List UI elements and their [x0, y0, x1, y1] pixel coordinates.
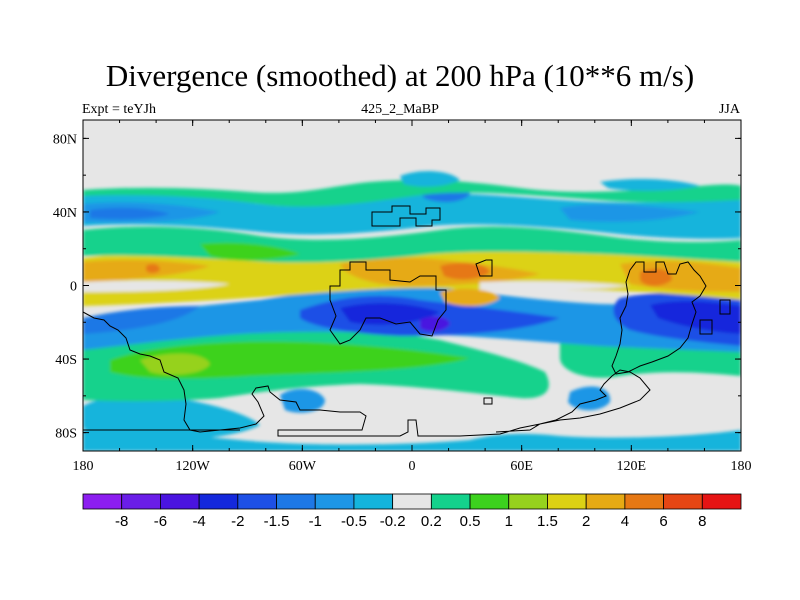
colorbar-label: -4 — [192, 513, 205, 530]
northern-green-upper — [83, 180, 741, 207]
northern-subtropical-lime — [200, 242, 300, 261]
south-atlantic-blue-blob — [280, 388, 325, 413]
coastlines — [83, 205, 731, 437]
contour-field — [83, 120, 741, 451]
run-id-label: 425_2_MaBP — [361, 102, 439, 117]
southern-highlat-blue-patch — [83, 395, 260, 441]
colorbar-swatch — [276, 493, 316, 510]
x-tick-label: 120W — [176, 459, 211, 474]
colorbar-swatch — [701, 493, 742, 510]
y-tick-label: 40N — [53, 206, 77, 221]
equatorial-gap-band-east — [480, 281, 630, 291]
experiment-label: Expt = teYJh — [82, 102, 156, 117]
north-positive-orange — [83, 259, 210, 282]
colorbar-swatch — [353, 493, 394, 510]
colorbar-swatch — [508, 493, 548, 510]
colorbar-label: 4 — [621, 513, 629, 530]
y-tick-label: 40S — [55, 353, 77, 368]
x-tick-label: 180 — [73, 459, 94, 474]
southern-highlat-blue-patch-2 — [83, 430, 741, 451]
colorbar-swatch — [314, 493, 355, 510]
colorbar-swatch — [624, 493, 664, 510]
colorbar-swatch — [392, 493, 432, 510]
colorbar-swatch — [82, 493, 123, 510]
asia-blue-core — [560, 204, 700, 222]
x-tick-label: 60E — [510, 459, 533, 474]
chart-title: Divergence (smoothed) at 200 hPa (10**6 … — [105, 58, 695, 93]
east-convergence-deep — [650, 301, 741, 334]
colorbar-swatch — [430, 493, 471, 510]
colorbar-label: -6 — [154, 513, 167, 530]
colorbar-label: -0.2 — [380, 513, 406, 530]
south-atlantic-orange — [440, 288, 500, 307]
x-tick-label: 0 — [409, 459, 416, 474]
colorbar-label: 0.2 — [421, 513, 442, 530]
colorbar-label: 1.5 — [537, 513, 558, 530]
colorbar-label: -1 — [309, 513, 322, 530]
indian-positive-red — [640, 268, 672, 286]
colorbar-label: -1.5 — [264, 513, 290, 530]
colorbar-label: -8 — [115, 513, 128, 530]
colorbar-label: 6 — [659, 513, 667, 530]
indian-ocean-cyan-blob — [568, 386, 611, 411]
y-tick-label: 0 — [70, 280, 77, 295]
west-atlantic-red-spot — [146, 263, 160, 273]
colorbar-swatch — [198, 493, 239, 510]
northern-blue-deep — [90, 207, 170, 220]
north-atlantic-cyan-patch — [400, 171, 460, 187]
africa-positive-red — [440, 262, 490, 280]
colorbar-swatch — [663, 493, 703, 510]
colorbar-label: 1 — [505, 513, 513, 530]
x-tick-label: 120E — [617, 459, 647, 474]
colorbar-label: 8 — [698, 513, 706, 530]
south-atlantic-islands — [483, 397, 493, 405]
x-tick-label: 60W — [289, 459, 317, 474]
season-label: JJA — [718, 102, 740, 117]
colorbar-swatch — [585, 493, 626, 510]
colorbar-label: -2 — [231, 513, 244, 530]
axis-ticks: 180 120W 60W 0 60E 120E 180 80N 40N 0 40S 80S — [53, 120, 752, 474]
colorbar-swatch — [469, 493, 510, 510]
southern-convergence-purple — [420, 316, 450, 332]
x-tick-label: 180 — [731, 459, 752, 474]
equatorial-gap-band — [83, 280, 230, 292]
arabia-coast — [475, 259, 493, 277]
northern-blue-belt — [83, 193, 741, 239]
y-tick-label: 80S — [55, 427, 77, 442]
colorbar: -8 -6 -4 -2 -1.5 -1 -0.5 -0.2 0.2 0.5 1 1.5 2 4 6 8 — [82, 493, 742, 530]
y-tick-label: 80N — [53, 132, 77, 147]
colorbar-swatch — [237, 493, 277, 510]
northeast-cyan-patch — [600, 179, 700, 191]
africa-coast — [329, 261, 447, 345]
north-africa-coast — [371, 205, 441, 227]
colorbar-swatch — [547, 493, 587, 510]
colorbar-label: -0.5 — [341, 513, 367, 530]
maritime-islands-coast — [699, 299, 731, 335]
south-america-coast — [83, 311, 651, 437]
colorbar-label: 0.5 — [460, 513, 481, 530]
colorbar-swatch — [121, 493, 161, 510]
asia-coast — [611, 261, 707, 375]
colorbar-label: 2 — [582, 513, 590, 530]
colorbar-swatch — [160, 493, 200, 510]
